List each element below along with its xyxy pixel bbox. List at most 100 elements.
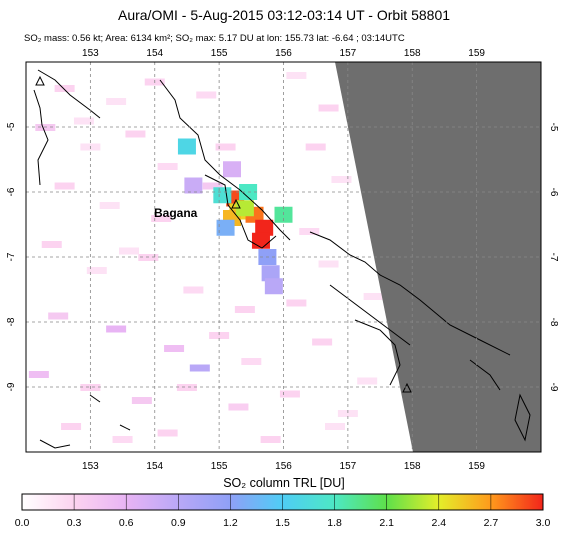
noise-pixel	[183, 286, 204, 294]
y-tick-label-left: -6	[6, 187, 17, 196]
colorbar-tick-label: 1.8	[327, 517, 342, 529]
coastline	[204, 174, 277, 249]
coastline	[309, 231, 511, 356]
coastline	[39, 394, 131, 449]
colorbar-tick-label: 2.4	[431, 517, 446, 529]
x-tick-label-bottom: 154	[146, 461, 163, 472]
x-tick-label-bottom: 158	[404, 461, 421, 472]
noise-pixel	[112, 436, 133, 443]
x-tick-label-top: 155	[211, 48, 228, 59]
noise-pixel	[151, 215, 172, 222]
noise-pixel	[196, 91, 217, 99]
noise-pixel	[106, 98, 127, 105]
y-tick-label-left: -8	[6, 317, 17, 326]
colorbar-tick-label: 0.6	[119, 517, 134, 529]
noise-pixel	[164, 345, 185, 352]
noise-pixel	[279, 390, 300, 398]
colorbar-tick-label: 0.0	[15, 517, 30, 529]
noise-pixel	[119, 247, 139, 255]
noise-pixel	[131, 397, 152, 404]
x-tick-label-bottom: 157	[340, 461, 357, 472]
colorbar-tick-label: 3.0	[536, 517, 551, 529]
noise-pixel	[318, 104, 339, 112]
noise-pixel	[234, 306, 255, 313]
so2-pixel	[184, 177, 203, 194]
noise-pixel	[189, 364, 210, 372]
noise-pixel	[260, 436, 281, 443]
so2-pixel	[235, 200, 254, 217]
noise-pixel	[228, 403, 249, 411]
volcano-marker	[231, 198, 241, 209]
noise-pixel	[54, 85, 75, 92]
noise-pixel	[312, 338, 333, 346]
colorbar-tick-label: 1.2	[223, 517, 238, 529]
so2-pixel	[261, 265, 280, 282]
y-tick-label-right: -6	[548, 188, 559, 197]
noise-pixel	[299, 228, 320, 235]
noise-pixel	[357, 377, 378, 385]
plot-area	[26, 62, 541, 452]
coastline	[33, 69, 101, 186]
noise-pixel	[209, 332, 230, 339]
coastline	[159, 79, 291, 241]
x-tick-label-top: 156	[275, 48, 292, 59]
y-tick-label-left: -7	[6, 252, 17, 261]
so2-pixel	[255, 219, 274, 236]
noise-pixel	[157, 429, 178, 437]
x-tick-label-top: 154	[146, 48, 163, 59]
y-tick-label-left: -9	[6, 382, 17, 391]
noise-pixel	[54, 182, 75, 190]
noise-pixel	[99, 202, 120, 209]
noise-pixel	[73, 117, 94, 125]
y-tick-label-right: -5	[548, 123, 559, 132]
volcano-marker	[402, 382, 412, 393]
noise-pixel	[337, 410, 358, 417]
noise-pixel	[331, 176, 352, 183]
x-tick-label-top: 158	[404, 48, 421, 59]
y-tick-label-right: -7	[548, 253, 559, 262]
colorbar-tick-label: 2.1	[379, 517, 394, 529]
noise-pixel	[28, 371, 49, 378]
noise-pixel	[35, 124, 56, 131]
x-tick-label-top: 157	[340, 48, 357, 59]
noise-pixel	[48, 312, 69, 320]
noise-pixel	[305, 143, 326, 151]
so2-pixel	[264, 278, 283, 295]
noise-pixel	[286, 299, 307, 307]
noise-pixel	[202, 182, 223, 190]
coastline	[329, 284, 411, 346]
coastline	[354, 319, 401, 386]
colorbar-tick-label: 0.9	[171, 517, 186, 529]
so2-pixel	[223, 161, 241, 178]
y-tick-label-right: -8	[548, 318, 559, 327]
volcano-marker	[35, 75, 45, 86]
plot-frame	[25, 61, 542, 453]
colorbar-title: SO₂ column TRL [DU]	[223, 476, 345, 490]
x-tick-label-bottom: 153	[82, 461, 99, 472]
x-tick-label-top: 153	[82, 48, 99, 59]
noise-pixel	[318, 260, 339, 268]
y-tick-label-right: -9	[548, 383, 559, 392]
noise-pixel	[176, 384, 197, 391]
noise-pixel	[157, 163, 178, 170]
x-tick-label-bottom: 156	[275, 461, 292, 472]
x-tick-label-bottom: 155	[211, 461, 228, 472]
noise-pixel	[138, 254, 159, 261]
x-tick-label-bottom: 159	[468, 461, 485, 472]
noise-pixel	[215, 143, 236, 151]
noise-pixel	[363, 293, 384, 300]
colorbar-tick-label: 0.3	[67, 517, 82, 529]
chart-title: Aura/OMI - 5-Aug-2015 03:12-03:14 UT - O…	[117, 7, 451, 23]
chart-subtitle: SO₂ mass: 0.56 kt; Area: 6134 km²; SO₂ m…	[24, 33, 405, 44]
noise-pixel	[86, 267, 107, 274]
noise-pixel	[286, 72, 307, 79]
so2-pixel	[177, 138, 196, 155]
noise-pixel	[61, 423, 82, 430]
noise-pixel	[125, 130, 146, 138]
noise-pixel	[106, 325, 127, 333]
colorbar-tick-label: 2.7	[484, 517, 499, 529]
noise-pixel	[325, 423, 345, 430]
coastline	[514, 393, 531, 442]
